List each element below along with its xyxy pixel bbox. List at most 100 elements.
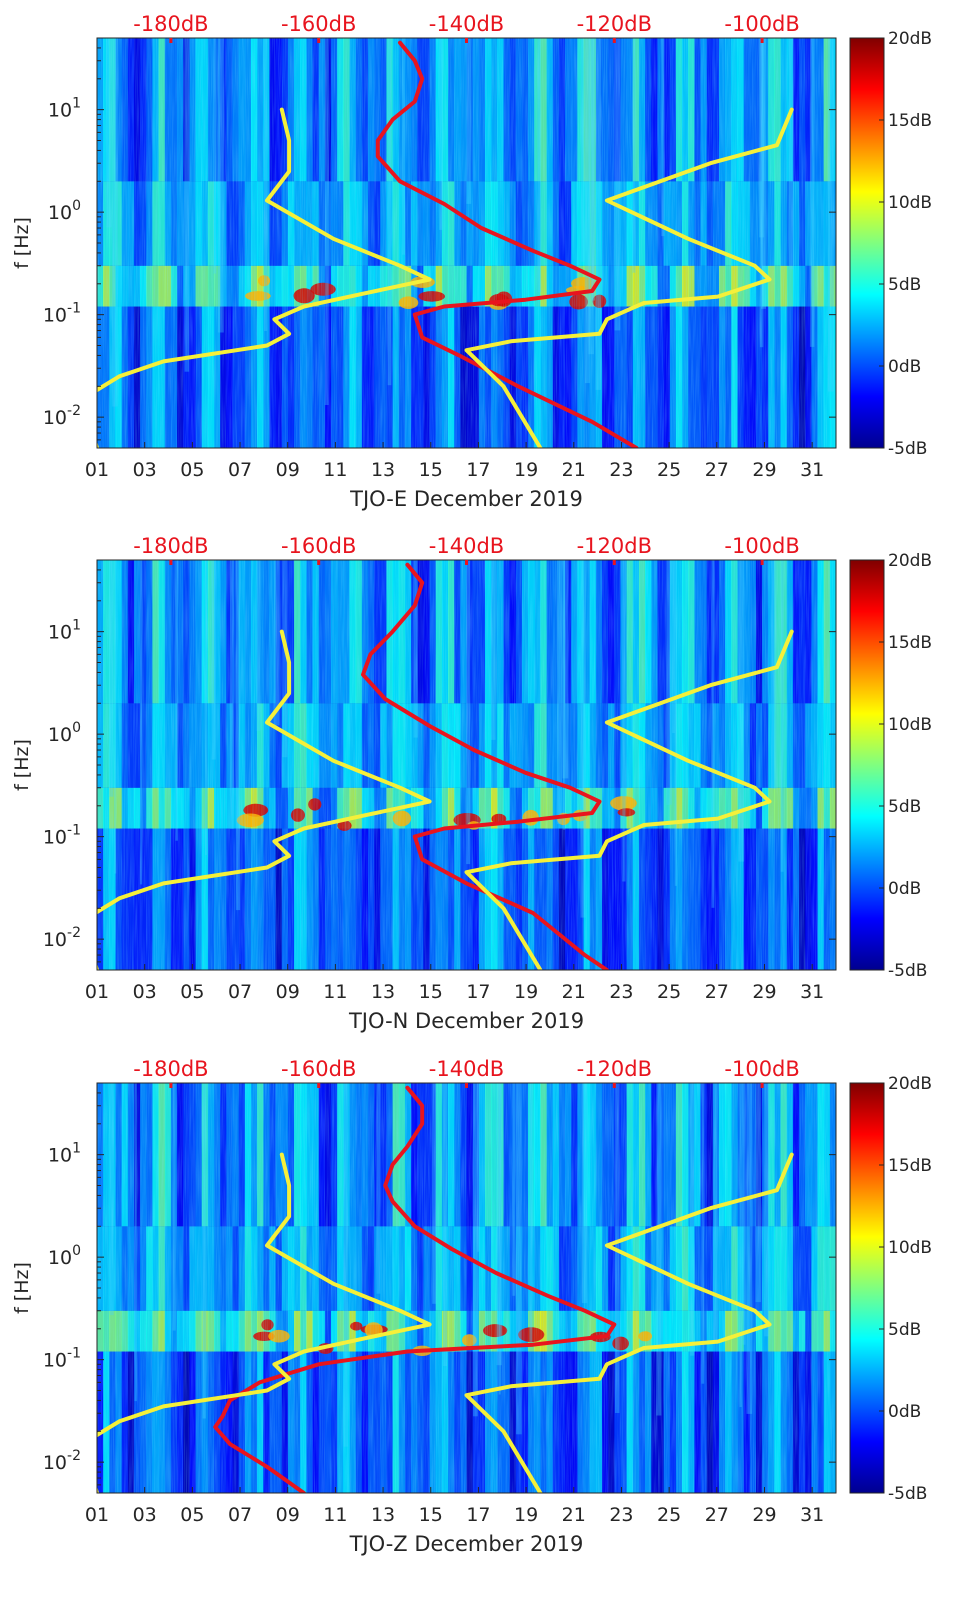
colorbar-label: 20dB bbox=[888, 551, 932, 571]
top-axis-label: -160dB bbox=[281, 12, 356, 36]
y-tick-label: 101 bbox=[48, 618, 81, 644]
colorbar-label: 5dB bbox=[888, 275, 921, 295]
x-tick-label: 03 bbox=[133, 459, 157, 481]
top-axis-label: -160dB bbox=[281, 1057, 356, 1081]
top-axis-label: -120dB bbox=[577, 12, 652, 36]
x-tick-label: 25 bbox=[657, 1504, 681, 1526]
x-tick-label: 27 bbox=[705, 981, 729, 1003]
x-tick-label: 15 bbox=[419, 1504, 443, 1526]
colorbar-label: 0dB bbox=[888, 357, 921, 377]
x-tick-label: 23 bbox=[609, 981, 633, 1003]
top-axis-label: -140dB bbox=[429, 1057, 504, 1081]
y-tick-label: 10-2 bbox=[43, 403, 81, 429]
y-tick-label: 10-2 bbox=[43, 1448, 81, 1474]
x-axis-label: TJO-N December 2019 bbox=[348, 1009, 584, 1033]
x-tick-label: 13 bbox=[371, 459, 395, 481]
y-tick-label: 10-1 bbox=[43, 823, 81, 849]
colorbar-label: -5dB bbox=[888, 439, 927, 459]
spectrogram-panel: 01 03 05 07 09 11 13 15 17 19 21 23 25 27 29 31 10-2 10-1… bbox=[11, 1057, 932, 1556]
x-tick-label: 23 bbox=[609, 459, 633, 481]
x-tick-label: 31 bbox=[800, 1504, 824, 1526]
x-tick-label: 11 bbox=[323, 459, 347, 481]
noise-model-line bbox=[97, 629, 432, 970]
spectrogram-panel: 01 03 05 07 09 11 13 15 17 19 21 23 25 27 29 31 10-2 10-1… bbox=[11, 12, 932, 511]
x-tick-label: 01 bbox=[85, 981, 109, 1003]
colorbar-label: 10dB bbox=[888, 715, 932, 735]
noise-model-line bbox=[97, 1152, 432, 1493]
colorbar-label: 20dB bbox=[888, 29, 932, 49]
x-tick-label: 11 bbox=[323, 981, 347, 1003]
psd-profile-line bbox=[375, 40, 639, 448]
x-tick-label: 21 bbox=[562, 981, 586, 1003]
top-axis-label: -100dB bbox=[724, 534, 799, 558]
psd-profile-line bbox=[361, 562, 609, 970]
x-tick-label: 17 bbox=[466, 981, 490, 1003]
noise-model-line bbox=[464, 629, 794, 970]
x-tick-label: 25 bbox=[657, 981, 681, 1003]
heatmap bbox=[97, 1083, 836, 1493]
top-axis-label: -140dB bbox=[429, 534, 504, 558]
y-tick-label: 10-1 bbox=[43, 1346, 81, 1372]
x-tick-label: 29 bbox=[752, 459, 776, 481]
colorbar-label: 15dB bbox=[888, 111, 932, 131]
x-tick-label: 09 bbox=[276, 459, 300, 481]
y-tick-label: 100 bbox=[48, 1243, 81, 1269]
top-axis-label: -180dB bbox=[133, 1057, 208, 1081]
x-tick-label: 07 bbox=[228, 981, 252, 1003]
x-tick-label: 05 bbox=[180, 1504, 204, 1526]
noise-model-line bbox=[464, 107, 794, 448]
x-tick-label: 19 bbox=[514, 981, 538, 1003]
heatmap bbox=[97, 560, 836, 970]
y-tick-label: 100 bbox=[48, 198, 81, 224]
y-axis-label: f [Hz] bbox=[11, 739, 33, 791]
top-axis-label: -120dB bbox=[577, 1057, 652, 1081]
x-tick-label: 03 bbox=[133, 1504, 157, 1526]
x-tick-label: 01 bbox=[85, 1504, 109, 1526]
colorbar-label: 20dB bbox=[888, 1074, 932, 1094]
x-tick-label: 13 bbox=[371, 981, 395, 1003]
x-tick-label: 17 bbox=[466, 1504, 490, 1526]
x-tick-label: 31 bbox=[800, 459, 824, 481]
x-tick-label: 19 bbox=[514, 459, 538, 481]
top-axis-label: -160dB bbox=[281, 534, 356, 558]
x-axis-label: TJO-Z December 2019 bbox=[349, 1532, 584, 1556]
colorbar bbox=[849, 1082, 885, 1494]
y-tick-label: 100 bbox=[48, 720, 81, 746]
colorbar-label: -5dB bbox=[888, 961, 927, 981]
colorbar bbox=[849, 559, 885, 971]
colorbar-label: 10dB bbox=[888, 193, 932, 213]
top-axis-label: -180dB bbox=[133, 534, 208, 558]
x-axis-label: TJO-E December 2019 bbox=[349, 487, 583, 511]
y-tick-label: 10-1 bbox=[43, 301, 81, 327]
noise-model-line bbox=[464, 1152, 794, 1493]
spectrogram-panel: 01 03 05 07 09 11 13 15 17 19 21 23 25 27 29 31 10-2 10-1… bbox=[11, 534, 932, 1033]
x-tick-label: 31 bbox=[800, 981, 824, 1003]
top-axis-label: -140dB bbox=[429, 12, 504, 36]
x-tick-label: 21 bbox=[562, 1504, 586, 1526]
y-tick-label: 101 bbox=[48, 1141, 81, 1167]
x-tick-label: 03 bbox=[133, 981, 157, 1003]
y-axis-label: f [Hz] bbox=[11, 1262, 33, 1314]
colorbar-label: 10dB bbox=[888, 1238, 932, 1258]
top-axis-label: -100dB bbox=[724, 12, 799, 36]
colorbar-label: 5dB bbox=[888, 1320, 921, 1340]
x-tick-label: 13 bbox=[371, 1504, 395, 1526]
y-tick-label: 101 bbox=[48, 96, 81, 122]
colorbar-label: 15dB bbox=[888, 633, 932, 653]
x-tick-label: 05 bbox=[180, 459, 204, 481]
y-tick-label: 10-2 bbox=[43, 925, 81, 951]
y-axis-label: f [Hz] bbox=[11, 217, 33, 269]
x-tick-label: 17 bbox=[466, 459, 490, 481]
colorbar-label: 5dB bbox=[888, 797, 921, 817]
x-tick-label: 15 bbox=[419, 981, 443, 1003]
x-tick-label: 29 bbox=[752, 1504, 776, 1526]
x-tick-label: 01 bbox=[85, 459, 109, 481]
colorbar-label: 0dB bbox=[888, 879, 921, 899]
top-axis-label: -180dB bbox=[133, 12, 208, 36]
x-tick-label: 21 bbox=[562, 459, 586, 481]
x-tick-label: 09 bbox=[276, 1504, 300, 1526]
x-tick-label: 29 bbox=[752, 981, 776, 1003]
x-tick-label: 09 bbox=[276, 981, 300, 1003]
colorbar-label: 15dB bbox=[888, 1156, 932, 1176]
